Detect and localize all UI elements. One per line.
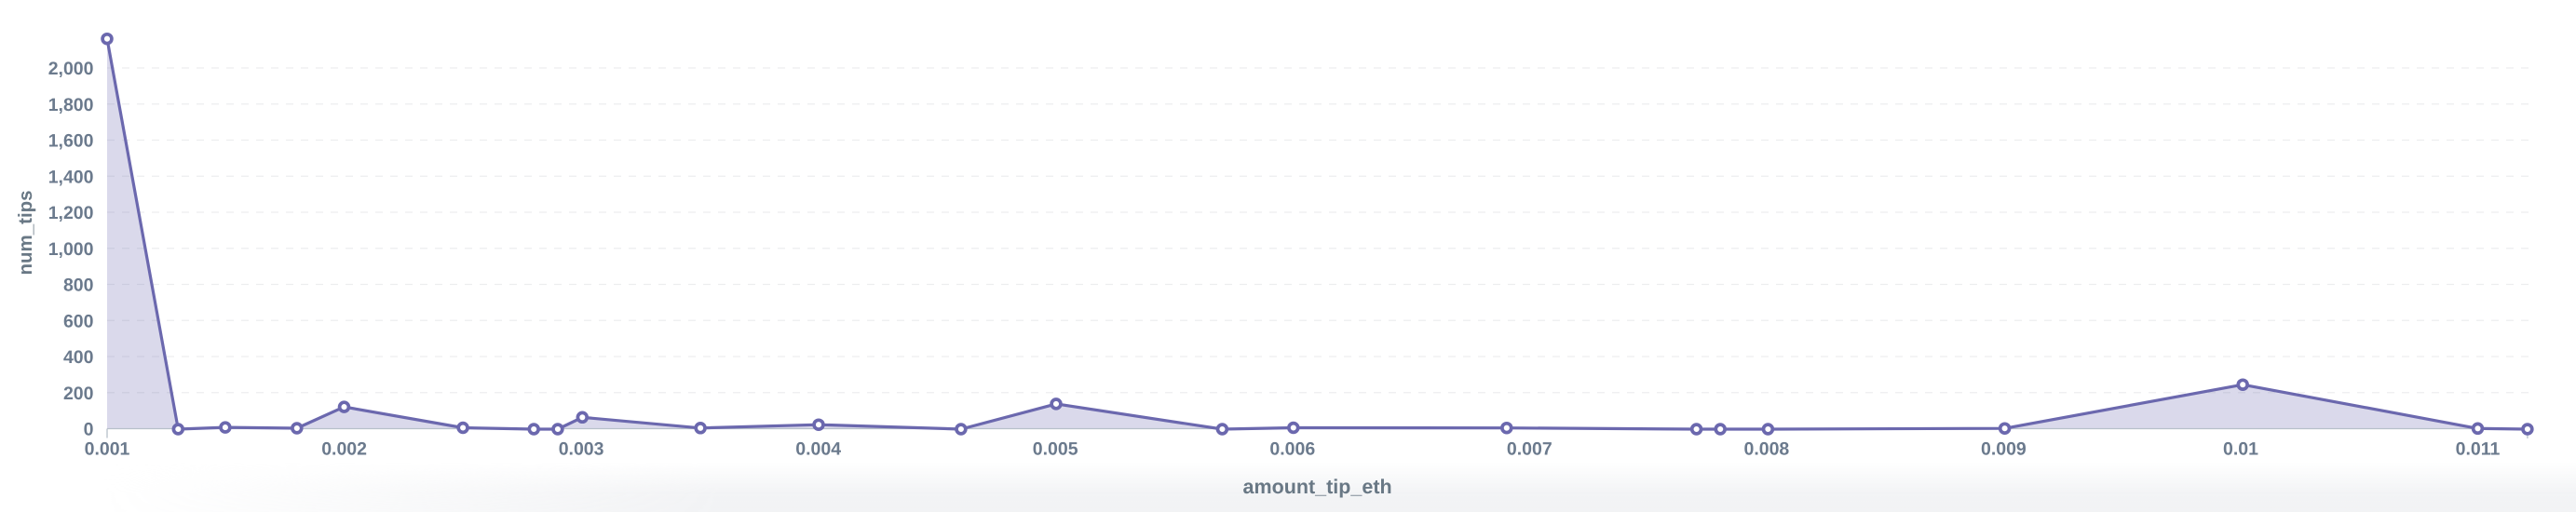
svg-text:1,200: 1,200 — [48, 203, 94, 223]
svg-text:0.011: 0.011 — [2456, 439, 2501, 460]
svg-text:0.003: 0.003 — [559, 439, 604, 460]
svg-text:0.001: 0.001 — [85, 439, 130, 460]
svg-text:0.002: 0.002 — [321, 439, 367, 460]
svg-text:1,600: 1,600 — [48, 131, 94, 152]
svg-text:num_tips: num_tips — [15, 190, 36, 275]
svg-text:0.007: 0.007 — [1507, 439, 1552, 460]
svg-text:1,400: 1,400 — [48, 167, 94, 187]
svg-text:amount_tip_eth: amount_tip_eth — [1243, 476, 1392, 498]
svg-text:400: 400 — [63, 347, 94, 368]
svg-text:0: 0 — [84, 420, 94, 440]
svg-text:0.004: 0.004 — [795, 439, 841, 460]
svg-text:1,800: 1,800 — [48, 95, 94, 115]
svg-text:0.01: 0.01 — [2223, 439, 2258, 460]
svg-text:0.006: 0.006 — [1269, 439, 1315, 460]
svg-text:1,000: 1,000 — [48, 239, 94, 260]
svg-text:600: 600 — [63, 311, 94, 331]
svg-text:0.009: 0.009 — [1981, 439, 2027, 460]
svg-text:800: 800 — [63, 276, 94, 296]
svg-text:200: 200 — [63, 384, 94, 404]
svg-text:2,000: 2,000 — [48, 59, 94, 79]
svg-text:0.005: 0.005 — [1033, 439, 1078, 460]
svg-text:0.008: 0.008 — [1743, 439, 1789, 460]
